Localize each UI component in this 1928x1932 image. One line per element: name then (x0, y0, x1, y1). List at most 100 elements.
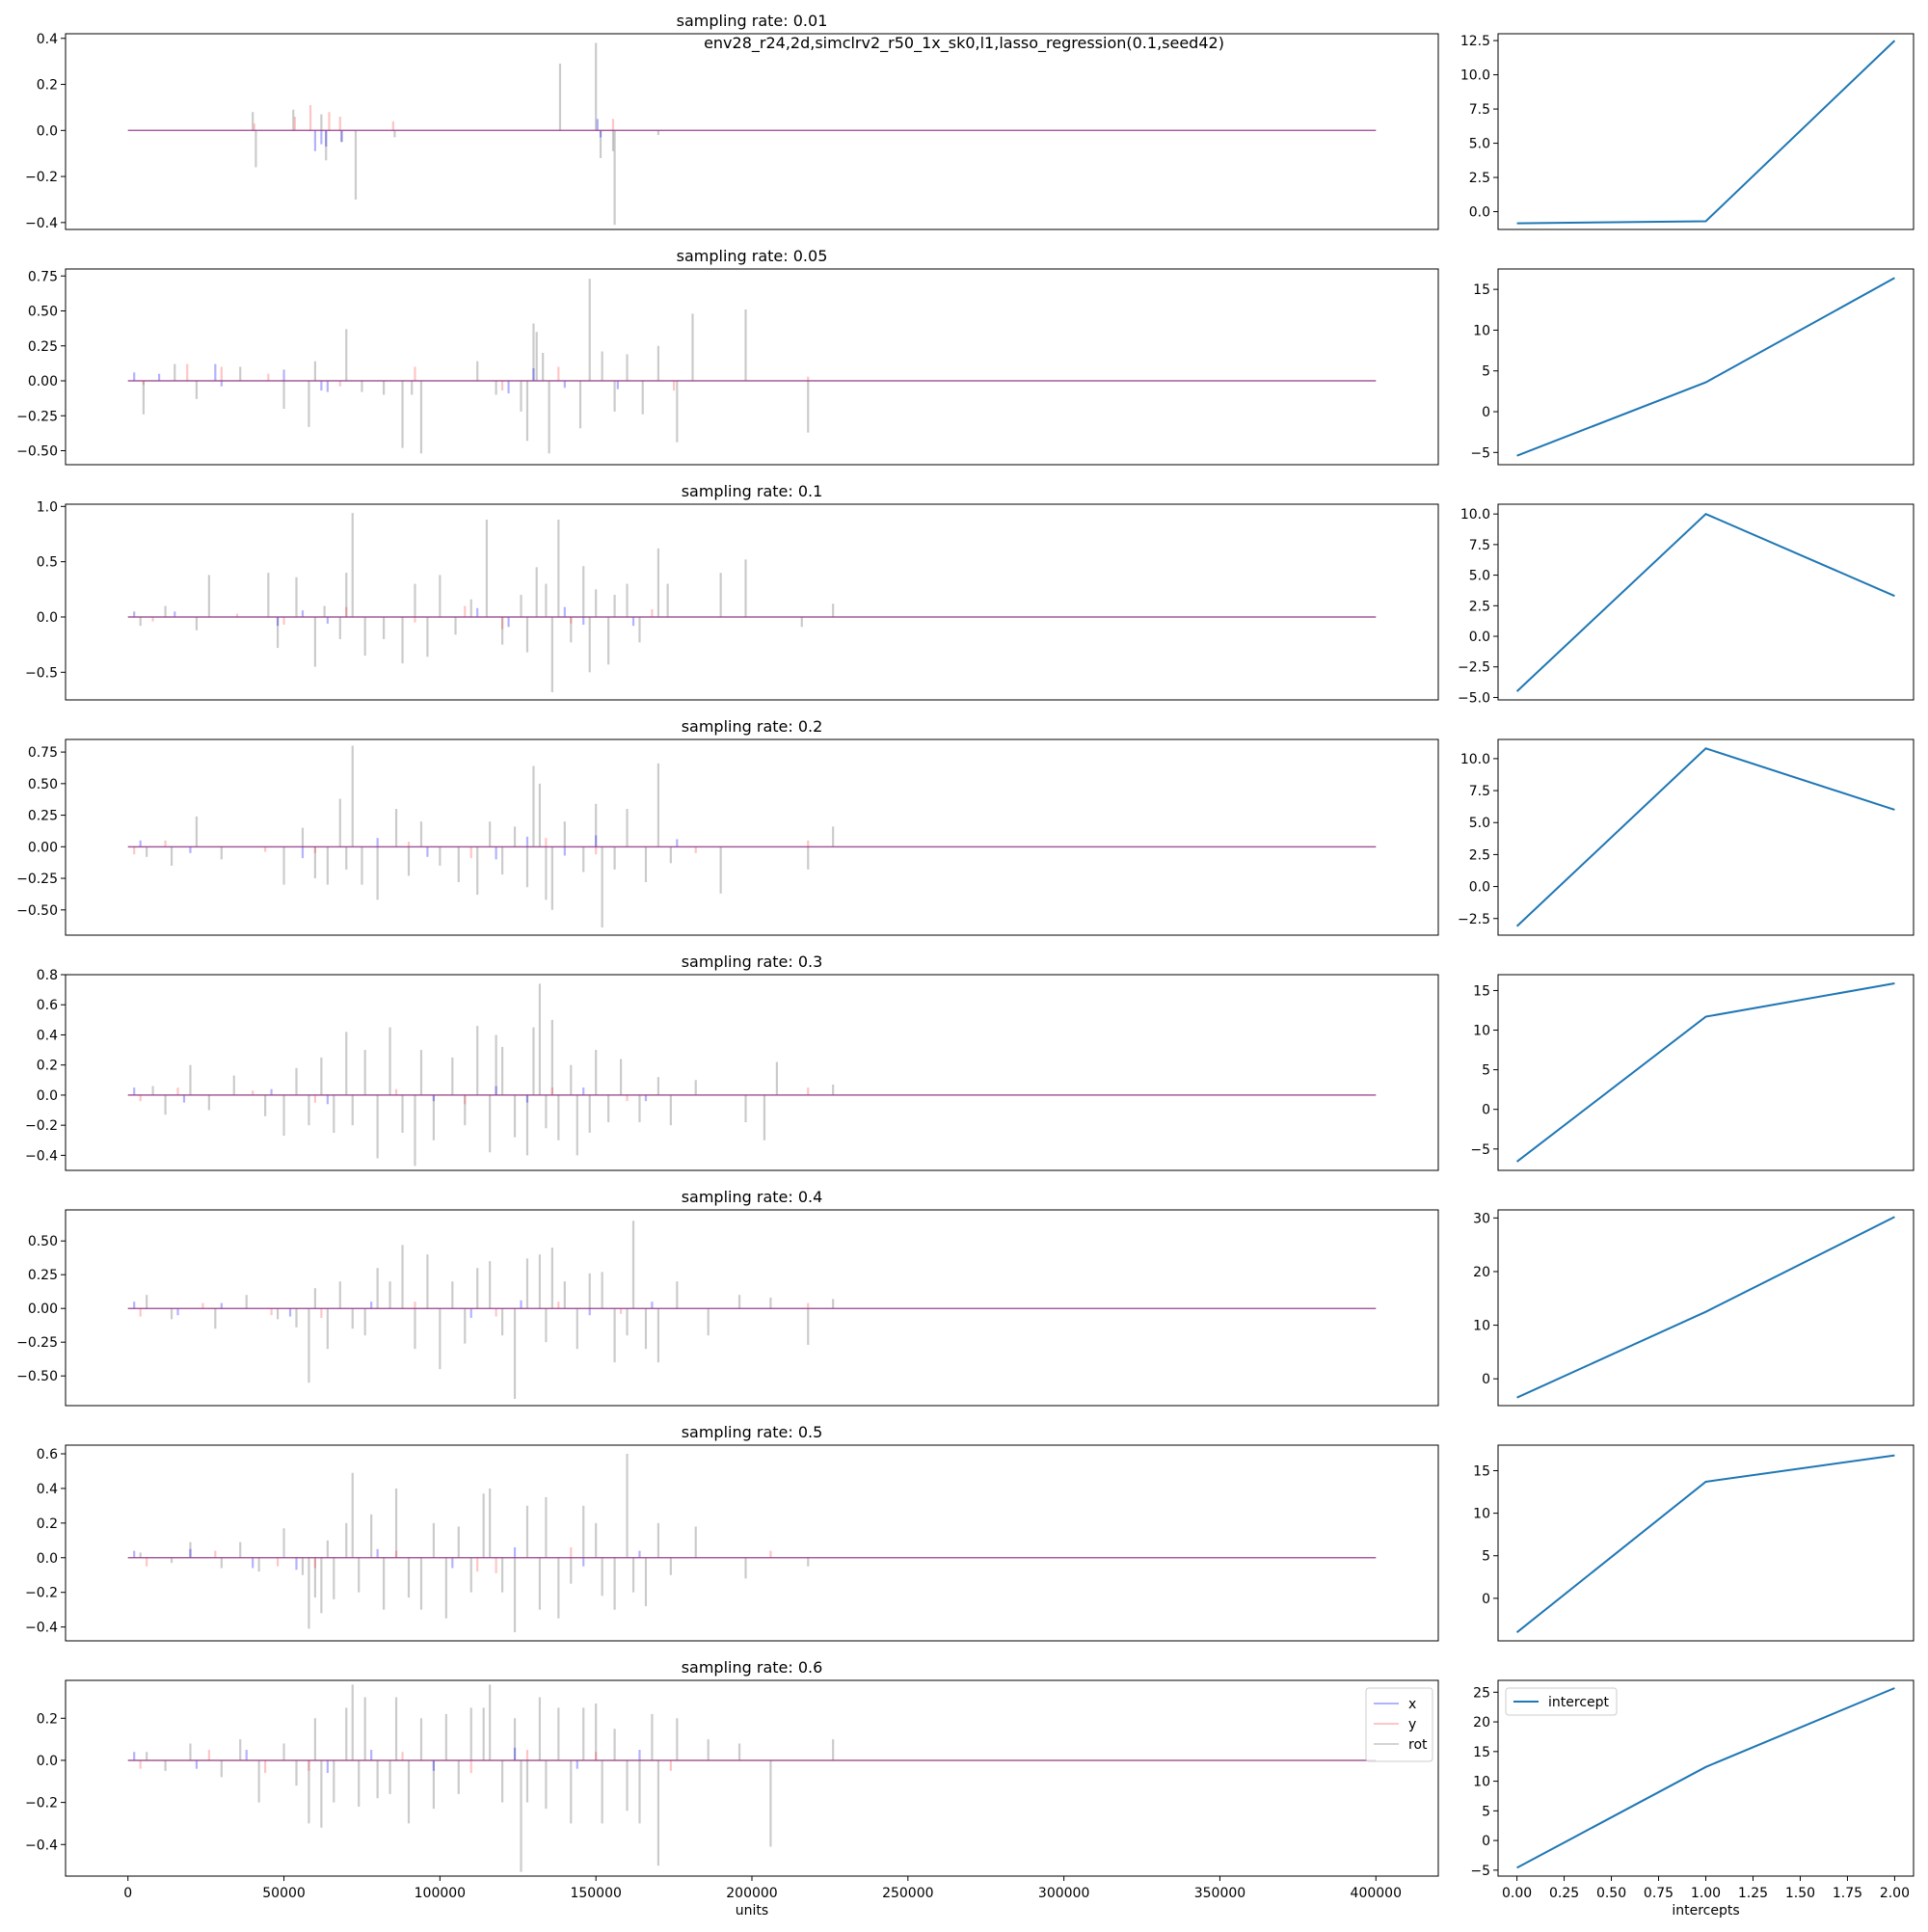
y-tick-label: 5 (1482, 1804, 1490, 1819)
axes-frame (66, 975, 1438, 1170)
y-tick-label: 0.50 (28, 1234, 58, 1249)
y-tick-label: 0.50 (28, 305, 58, 320)
x-tick-label: 300000 (1038, 1886, 1089, 1901)
y-tick-label: 0 (1482, 1592, 1490, 1607)
y-tick-label: 0.0 (37, 1551, 58, 1567)
y-tick-label: −5 (1470, 1142, 1490, 1158)
y-tick-label: 20 (1473, 1715, 1490, 1731)
legend-label-y: y (1408, 1717, 1416, 1732)
x-tick-label: 1.75 (1833, 1886, 1862, 1901)
x-tick-label: 1.25 (1738, 1886, 1768, 1901)
y-tick-label: 30 (1473, 1211, 1490, 1226)
y-tick-label: 10.0 (1460, 507, 1490, 523)
y-tick-label: 15 (1473, 1463, 1490, 1479)
x-tick-label: 100000 (415, 1886, 466, 1901)
x-tick-label: 1.00 (1691, 1886, 1721, 1901)
y-tick-label: 5.0 (1469, 137, 1490, 152)
y-tick-label: 0.2 (37, 1059, 58, 1074)
y-tick-label: 10 (1473, 1507, 1490, 1522)
y-tick-label: 10.0 (1460, 752, 1490, 767)
panel-title: sampling rate: 0.05 (677, 247, 828, 265)
x-tick-label: 0.50 (1596, 1886, 1626, 1901)
x-tick-label: 400000 (1351, 1886, 1402, 1901)
y-tick-label: 7.5 (1469, 538, 1490, 553)
y-tick-label: 5 (1482, 364, 1490, 380)
y-tick-label: 0.00 (28, 1301, 58, 1317)
intercept-line (1517, 748, 1895, 926)
y-tick-label: −0.50 (16, 903, 58, 919)
intercept-panel-1: 0.02.55.07.510.012.5 (1460, 34, 1914, 229)
x-tick-label: 0.00 (1502, 1886, 1532, 1901)
figure-suptitle: env28_r24,2d,simclrv2_r50_1x_sk0,l1,lass… (704, 34, 1224, 53)
y-tick-label: 0 (1482, 405, 1490, 420)
y-tick-label: −0.4 (25, 1838, 58, 1853)
y-tick-label: 0.4 (37, 32, 58, 47)
y-tick-label: 5 (1482, 1549, 1490, 1565)
y-tick-label: 0 (1482, 1372, 1490, 1387)
y-tick-label: 5.0 (1469, 569, 1490, 584)
y-tick-label: 0.0 (1469, 630, 1490, 645)
y-tick-label: 0.0 (1469, 880, 1490, 896)
x-tick-label: 2.00 (1880, 1886, 1910, 1901)
intercept-line (1517, 278, 1895, 455)
axes-frame (1498, 269, 1914, 465)
x-tick-label: 1.50 (1785, 1886, 1815, 1901)
y-tick-label: 0.0 (37, 1088, 58, 1104)
y-tick-label: −5.0 (1458, 690, 1490, 706)
y-tick-label: 2.5 (1469, 171, 1490, 186)
y-tick-label: 0.75 (28, 269, 58, 284)
x-tick-label: 200000 (726, 1886, 777, 1901)
axes-frame (66, 739, 1438, 935)
y-tick-label: −0.25 (16, 409, 58, 424)
x-tick-label: 50000 (262, 1886, 306, 1901)
axes-frame (66, 269, 1438, 465)
y-tick-label: 0.75 (28, 745, 58, 761)
panel-title: sampling rate: 0.4 (682, 1188, 823, 1206)
panel-title: sampling rate: 0.3 (682, 953, 823, 971)
y-tick-label: 10 (1473, 1319, 1490, 1334)
y-tick-label: −0.2 (25, 1586, 58, 1601)
y-tick-label: −2.5 (1458, 912, 1490, 927)
y-tick-label: −0.2 (25, 1796, 58, 1811)
panel-title: sampling rate: 0.1 (682, 482, 823, 500)
legend-label-x: x (1408, 1697, 1416, 1712)
y-tick-label: −0.50 (16, 1369, 58, 1384)
axes-layer: −0.4 −0.2 0.0 0.2 0.4 sampling rate: 0.01 −0.5… (16, 12, 1914, 1919)
panel-title: sampling rate: 0.01 (677, 12, 828, 30)
legend-label-intercept: intercept (1548, 1695, 1610, 1710)
x-axis-label: intercepts (1672, 1903, 1739, 1919)
y-tick-label: 5 (1482, 1063, 1490, 1079)
y-tick-label: 0.0 (1469, 205, 1490, 221)
x-tick-label: 0 (123, 1886, 132, 1901)
y-tick-label: −0.25 (16, 1335, 58, 1351)
x-axis-label: units (736, 1903, 768, 1919)
y-tick-label: 0.8 (37, 968, 58, 983)
y-tick-label: −0.2 (25, 170, 58, 185)
y-tick-label: 0.00 (28, 374, 58, 389)
axes-frame (1498, 34, 1914, 229)
y-tick-label: 0.2 (37, 1711, 58, 1727)
y-tick-label: 0.25 (28, 809, 58, 824)
y-tick-label: 7.5 (1469, 784, 1490, 799)
y-tick-label: −2.5 (1458, 660, 1490, 676)
y-tick-label: −0.4 (25, 216, 58, 231)
y-tick-label: 25 (1473, 1685, 1490, 1701)
y-tick-label: 5.0 (1469, 816, 1490, 831)
y-tick-label: 0.5 (37, 555, 58, 571)
y-tick-label: 0.0 (37, 610, 58, 626)
y-tick-label: −5 (1470, 1864, 1490, 1879)
y-tick-label: −0.50 (16, 444, 58, 460)
y-tick-label: 0.00 (28, 840, 58, 855)
y-tick-label: −0.25 (16, 872, 58, 887)
y-tick-label: 12.5 (1460, 34, 1490, 49)
x-tick-label: 350000 (1194, 1886, 1245, 1901)
panel-title: sampling rate: 0.6 (682, 1658, 823, 1677)
